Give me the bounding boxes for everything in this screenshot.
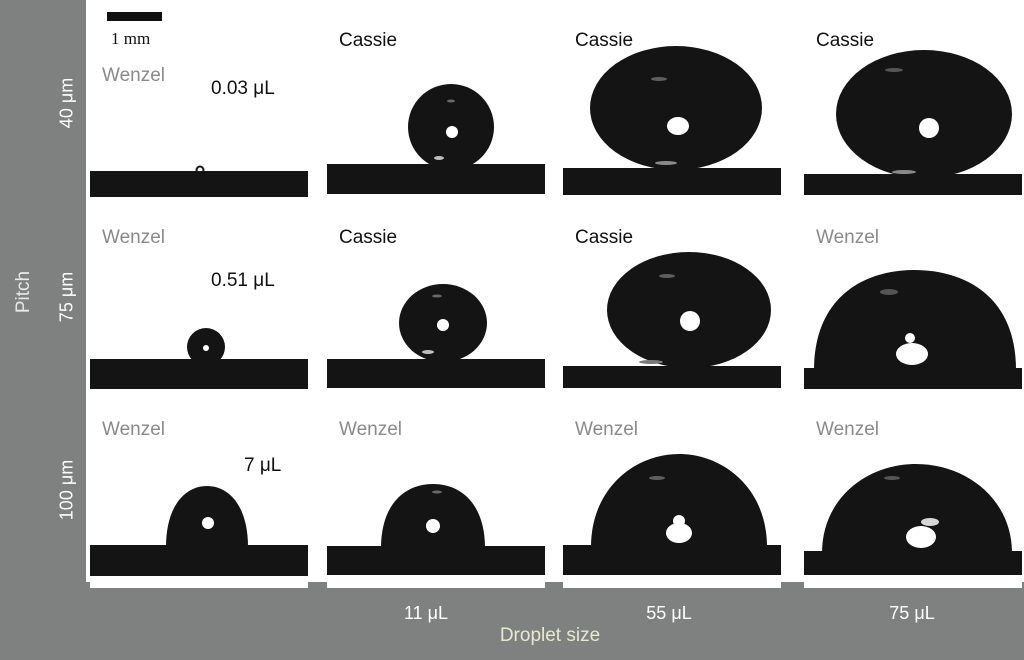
state-label: Cassie bbox=[575, 30, 634, 51]
panel-r1-c2: Cassie bbox=[327, 8, 545, 200]
droplet-image bbox=[327, 284, 545, 388]
panel-r1-c4: Cassie bbox=[804, 8, 1022, 200]
droplet-image bbox=[804, 270, 1022, 389]
panel-r2-c4: Wenzel bbox=[804, 202, 1022, 394]
column-label-11: 11 μL bbox=[403, 603, 449, 623]
state-label: Wenzel bbox=[339, 419, 403, 440]
panel-r1-c3: Cassie bbox=[563, 8, 781, 200]
scale-bar-label: 1 mm bbox=[111, 29, 151, 48]
volume-label: 0.51 μL bbox=[211, 270, 275, 291]
state-label: Wenzel bbox=[816, 419, 880, 440]
droplet-image bbox=[563, 454, 781, 575]
state-label: Cassie bbox=[339, 30, 398, 51]
column-label-75: 75 μL bbox=[889, 603, 935, 623]
row-label-100: 100 μm bbox=[56, 459, 77, 521]
panel-r1-c1: 1 mm Wenzel 0.03 μL bbox=[90, 8, 308, 200]
row-label-bar bbox=[48, 0, 86, 582]
panel-r3-c2: Wenzel bbox=[327, 396, 545, 588]
droplet-image bbox=[327, 84, 545, 194]
state-label: Cassie bbox=[339, 227, 398, 248]
state-label: Cassie bbox=[575, 227, 634, 248]
droplet-image bbox=[90, 486, 308, 576]
pitch-axis-bar bbox=[0, 0, 48, 660]
panel-r2-c3: Cassie bbox=[563, 202, 781, 394]
scale-bar bbox=[107, 12, 162, 21]
state-label: Wenzel bbox=[102, 65, 166, 86]
column-label-55: 55 μL bbox=[646, 603, 692, 623]
state-label: Wenzel bbox=[102, 227, 166, 248]
droplet-image bbox=[804, 50, 1022, 195]
droplet-image bbox=[90, 165, 308, 197]
state-label: Wenzel bbox=[575, 419, 639, 440]
panel-r3-c3: Wenzel bbox=[563, 396, 781, 588]
row-label-75: 75 μm bbox=[56, 271, 77, 323]
volume-label: 0.03 μL bbox=[211, 78, 275, 99]
panel-r3-c1: Wenzel 7 μL bbox=[90, 396, 308, 588]
state-label: Wenzel bbox=[816, 227, 880, 248]
state-label: Cassie bbox=[816, 30, 875, 51]
droplet-size-axis-title: Droplet size bbox=[499, 625, 601, 646]
state-label: Wenzel bbox=[102, 419, 166, 440]
droplet-image bbox=[327, 484, 545, 575]
panel-r2-c1: Wenzel 0.51 μL bbox=[90, 202, 308, 394]
droplet-image bbox=[563, 252, 781, 388]
droplet-size-axis-bar bbox=[48, 582, 1024, 660]
droplet-image bbox=[563, 46, 781, 195]
volume-label: 7 μL bbox=[244, 455, 282, 476]
panel-r3-c4: Wenzel bbox=[804, 396, 1022, 588]
droplet-image bbox=[90, 328, 308, 389]
panel-r2-c2: Cassie bbox=[327, 202, 545, 394]
pitch-axis-title: Pitch bbox=[13, 270, 34, 314]
row-label-40: 40 μm bbox=[56, 77, 77, 129]
droplet-image bbox=[804, 464, 1022, 575]
